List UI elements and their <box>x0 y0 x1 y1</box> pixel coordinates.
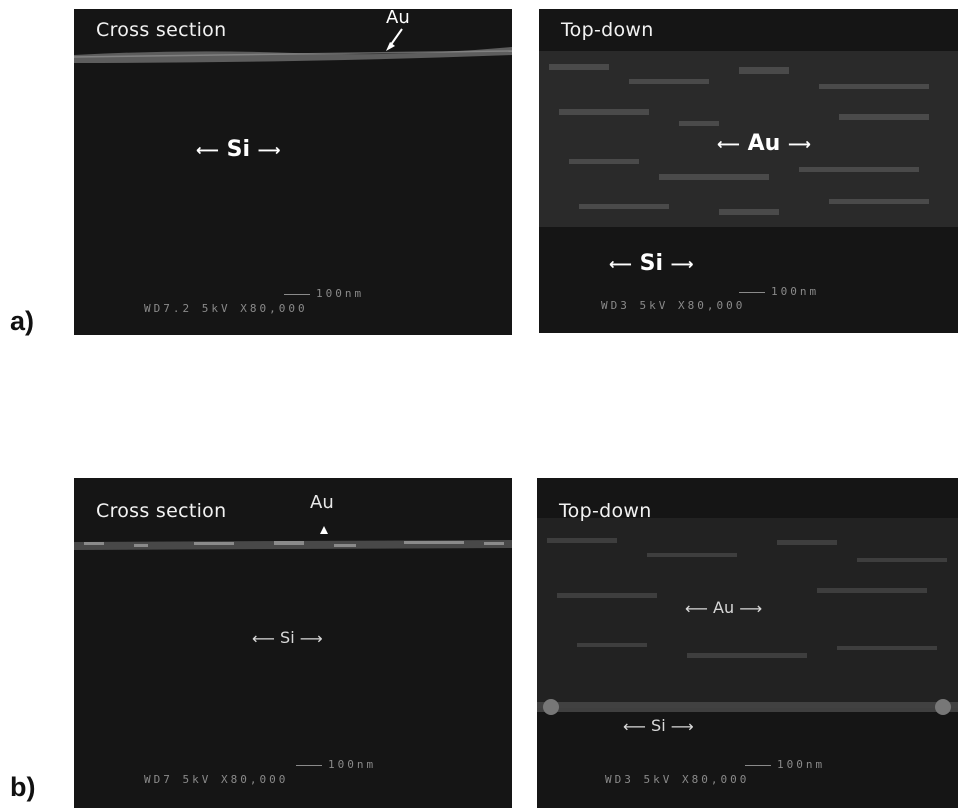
si-label: Si <box>639 251 663 276</box>
au-layer-strip <box>74 526 512 550</box>
au-layer-strip <box>74 28 512 63</box>
scale-bar: 100nm <box>739 285 819 298</box>
panel-title: Top-down <box>559 500 652 522</box>
si-label: Si <box>226 137 250 162</box>
panel-b-top-down: Top-down ⟵ Au ⟶ ⟵ Si ⟶ 100nm WD3 5kV X80… <box>537 478 958 808</box>
au-label: Au <box>386 9 410 28</box>
arrow-right-icon: ⟶ <box>299 629 323 648</box>
panel-title: Cross section <box>96 500 227 522</box>
arrow-right-icon: ⟶ <box>787 134 811 154</box>
film-edge <box>537 702 958 712</box>
arrow-right-icon: ⟶ <box>670 254 694 274</box>
sem-info: WD3 5kV X80,000 <box>601 299 746 312</box>
si-label: Si <box>280 628 295 647</box>
au-film-texture <box>537 518 958 715</box>
arrow-right-icon: ⟶ <box>739 599 763 618</box>
panel-a-top-down: Top-down ⟵ Au ⟶ ⟵ Si ⟶ 100nm WD3 5kV X80… <box>539 9 958 333</box>
au-label: Au <box>713 598 735 617</box>
arrow-right-icon: ⟶ <box>670 717 694 736</box>
scale-bar: 100nm <box>296 758 376 771</box>
au-label: Au <box>310 492 334 513</box>
arrow-left-icon: ⟵ <box>196 140 219 160</box>
row-label-a: a) <box>10 306 35 336</box>
panel-b-cross-section: Cross section Au ⟵ Si ⟶ 100nm WD7 5kV X8… <box>74 478 512 808</box>
panel-title: Cross section <box>96 19 227 41</box>
si-label-group: ⟵ Si ⟶ <box>252 628 323 648</box>
si-label: Si <box>651 716 666 735</box>
arrow-left-icon: ⟵ <box>685 599 708 618</box>
au-label-group: ⟵ Au ⟶ <box>717 131 811 156</box>
panel-title: Top-down <box>561 19 654 41</box>
arrow-left-icon: ⟵ <box>609 254 632 274</box>
au-film-texture <box>539 51 958 227</box>
row-label-b: b) <box>10 772 36 802</box>
si-label-group: ⟵ Si ⟶ <box>623 716 694 736</box>
arrow-left-icon: ⟵ <box>717 134 740 154</box>
sem-info: WD3 5kV X80,000 <box>605 773 750 786</box>
au-label-group: ⟵ Au ⟶ <box>685 598 762 618</box>
scale-bar: 100nm <box>284 287 364 300</box>
arrow-left-icon: ⟵ <box>623 717 646 736</box>
au-pointer-arrow <box>389 28 403 47</box>
au-label: Au <box>747 131 781 156</box>
panel-a-cross-section: Cross section Au ⟵ Si ⟶ 100nm WD7.2 5kV … <box>74 9 512 335</box>
arrow-left-icon: ⟵ <box>252 629 275 648</box>
scale-bar: 100nm <box>745 758 825 771</box>
sem-info: WD7 5kV X80,000 <box>144 773 289 786</box>
sem-info: WD7.2 5kV X80,000 <box>144 302 308 315</box>
si-label-group: ⟵ Si ⟶ <box>196 137 281 162</box>
arrow-right-icon: ⟶ <box>257 140 281 160</box>
si-label-group: ⟵ Si ⟶ <box>609 251 694 276</box>
au-pointer-arrow <box>320 526 328 534</box>
